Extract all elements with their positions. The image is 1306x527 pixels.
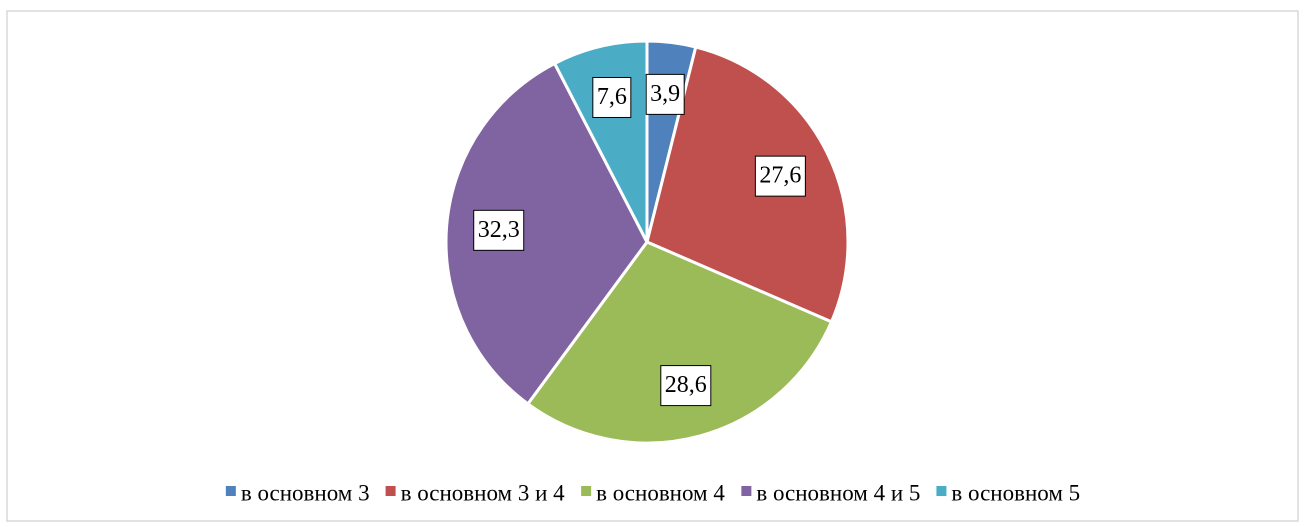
legend-label: в основном 4 bbox=[596, 480, 725, 505]
data-label-box bbox=[592, 76, 632, 118]
pie-slice bbox=[444, 61, 649, 406]
legend-swatch bbox=[741, 486, 752, 496]
legend-swatch bbox=[225, 486, 236, 496]
legend-label: в основном 5 bbox=[951, 480, 1080, 505]
data-label: 32,3 bbox=[478, 217, 520, 243]
data-label: 28,6 bbox=[665, 372, 707, 398]
data-label-box bbox=[473, 209, 525, 251]
pie-slice bbox=[645, 45, 850, 324]
data-label: 27,6 bbox=[759, 163, 801, 189]
legend-swatch bbox=[581, 486, 592, 496]
data-label-box bbox=[645, 73, 685, 115]
legend-label: в основном 3 bbox=[241, 480, 370, 505]
legend-label: в основном 4 и 5 bbox=[756, 480, 920, 505]
data-label: 3,9 bbox=[650, 81, 680, 107]
pie-slice bbox=[525, 240, 834, 445]
legend-swatch bbox=[385, 486, 396, 496]
legend-swatch bbox=[936, 486, 947, 496]
data-label: 7,6 bbox=[597, 84, 627, 110]
legend-label: в основном 3 и 4 bbox=[401, 480, 566, 505]
data-label-box bbox=[660, 365, 712, 407]
data-label-box bbox=[754, 155, 806, 197]
